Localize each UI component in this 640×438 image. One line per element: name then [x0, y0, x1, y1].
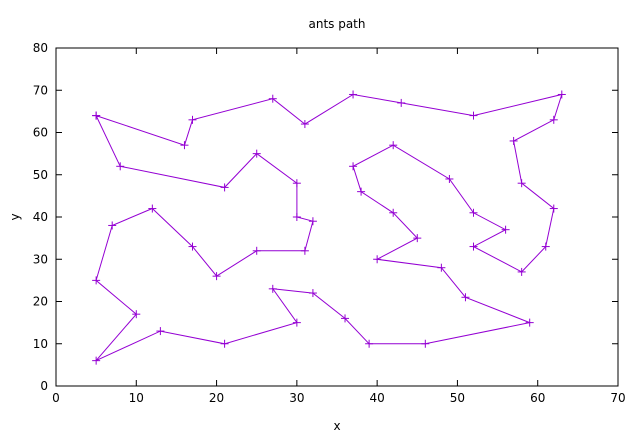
data-point	[300, 120, 309, 129]
data-point	[220, 339, 229, 348]
data-point	[212, 272, 221, 281]
data-point	[557, 90, 566, 99]
y-tick-label: 30	[33, 252, 48, 266]
data-point	[188, 115, 197, 124]
data-point	[300, 246, 309, 255]
data-point	[469, 242, 478, 251]
x-tick-label: 0	[52, 391, 60, 405]
data-point	[188, 242, 197, 251]
data-point	[132, 310, 141, 319]
data-point	[308, 289, 317, 298]
data-point	[308, 217, 317, 226]
data-point	[268, 94, 277, 103]
data-point	[509, 136, 518, 145]
data-point	[445, 174, 454, 183]
data-point	[268, 284, 277, 293]
data-point	[525, 318, 534, 327]
axis-tick-labels: 0 10 20 30 40 50 60 70 0 10 20 30 40 50 60 70 80	[33, 41, 626, 405]
y-tick-label: 10	[33, 337, 48, 351]
data-point	[413, 234, 422, 243]
y-tick-label: 50	[33, 168, 48, 182]
data-point	[373, 255, 382, 264]
data-point	[252, 246, 261, 255]
data-point	[220, 183, 229, 192]
data-point	[461, 293, 470, 302]
data-point	[389, 141, 398, 150]
data-point	[108, 221, 117, 230]
data-point	[92, 276, 101, 285]
x-tick-label: 10	[129, 391, 144, 405]
y-tick-label: 60	[33, 126, 48, 140]
data-point	[180, 141, 189, 150]
data-point	[252, 149, 261, 158]
axis-ticks	[55, 47, 619, 387]
data-point	[148, 204, 157, 213]
x-tick-label: 20	[209, 391, 224, 405]
data-point	[549, 115, 558, 124]
data-point	[292, 213, 301, 221]
y-tick-label: 70	[33, 83, 48, 97]
data-point	[469, 208, 478, 217]
y-tick-label: 20	[33, 295, 48, 309]
data-point	[517, 179, 526, 188]
data-point	[437, 263, 446, 272]
data-point	[365, 339, 374, 348]
data-point	[517, 267, 526, 276]
data-point	[421, 339, 430, 348]
x-tick-label: 70	[610, 391, 625, 405]
series-line	[95, 93, 563, 362]
y-axis-label: y	[8, 213, 22, 220]
data-point	[341, 314, 350, 323]
data-point	[349, 90, 358, 99]
data-point	[357, 187, 366, 196]
data-point	[549, 204, 558, 213]
data-point	[469, 111, 478, 120]
plot-frame	[55, 47, 619, 387]
data-point	[389, 208, 398, 217]
x-tick-label: 50	[450, 391, 465, 405]
x-axis-label: x	[333, 419, 340, 433]
data-point	[397, 98, 406, 107]
y-tick-label: 0	[40, 379, 48, 393]
data-point	[349, 162, 358, 171]
series-group	[92, 90, 566, 365]
data-point	[501, 225, 510, 234]
data-point	[92, 356, 101, 365]
data-point	[541, 242, 550, 251]
data-point	[92, 111, 101, 120]
y-tick-label: 80	[33, 41, 48, 55]
data-point	[292, 318, 301, 327]
x-tick-label: 60	[530, 391, 545, 405]
x-tick-label: 40	[370, 391, 385, 405]
x-tick-label: 30	[289, 391, 304, 405]
data-point	[292, 179, 301, 188]
y-tick-label: 40	[33, 210, 48, 224]
data-point	[156, 327, 165, 336]
chart-title: ants path	[308, 17, 365, 31]
data-point	[116, 162, 125, 171]
